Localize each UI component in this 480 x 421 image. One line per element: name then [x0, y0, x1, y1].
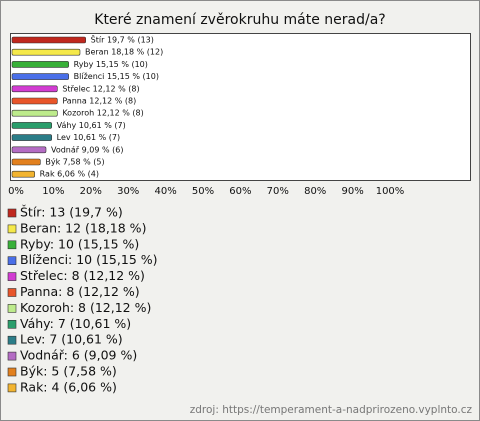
bar — [11, 170, 35, 178]
x-tick-label: 80% — [304, 186, 326, 197]
legend-swatch — [7, 272, 17, 281]
legend-swatch — [7, 240, 17, 250]
legend-swatch — [7, 335, 17, 345]
legend-label: Vodnář: 6 (9,09 %) — [20, 348, 137, 363]
legend-swatch — [7, 367, 17, 377]
legend-label: Blíženci: 10 (15,15 %) — [20, 252, 158, 267]
legend-label: Ryby: 10 (15,15 %) — [20, 236, 139, 251]
data-label: Blíženci 15,15 % (10) — [74, 72, 159, 81]
legend-swatch — [7, 288, 17, 297]
bar — [11, 109, 58, 117]
data-label: Štír 19,7 % (13) — [91, 34, 154, 45]
x-tick-label: 0% — [8, 186, 24, 197]
x-tick-label: 20% — [80, 186, 102, 197]
legend-swatch — [7, 256, 17, 266]
x-tick-label: 50% — [192, 186, 214, 197]
chart-title: Které znamení zvěrokruhu máte nerad/a? — [94, 12, 385, 28]
data-label: Vodnář 9,09 % (6) — [51, 145, 123, 154]
legend-swatch — [7, 304, 17, 313]
legend-label: Panna: 8 (12,12 %) — [20, 284, 140, 299]
bar — [11, 36, 86, 44]
bar — [11, 48, 81, 56]
legend-swatch — [7, 319, 17, 329]
data-label: Střelec 12,12 % (8) — [62, 84, 139, 93]
x-tick-label: 70% — [267, 186, 289, 197]
x-tick-label: 30% — [117, 186, 139, 197]
bar — [11, 61, 69, 68]
bar — [11, 158, 41, 166]
legend-label: Lev: 7 (10,61 %) — [20, 332, 123, 347]
legend-label: Beran: 12 (18,18 %) — [20, 220, 146, 235]
legend-label: Střelec: 8 (12,12 %) — [20, 268, 145, 283]
data-label: Ryby 15,15 % (10) — [74, 60, 148, 69]
legend-swatch — [7, 208, 17, 218]
legend-label: Rak: 4 (6,06 %) — [20, 379, 117, 394]
data-label: Rak 6,06 % (4) — [40, 170, 99, 179]
bar — [11, 146, 47, 154]
bar — [11, 134, 52, 141]
x-tick-label: 10% — [42, 186, 64, 197]
data-label: Panna 12,12 % (8) — [62, 97, 136, 106]
data-label: Váhy 10,61 % (7) — [57, 121, 126, 130]
legend-label: Býk: 5 (7,58 %) — [20, 364, 117, 379]
legend-label: Kozoroh: 8 (12,12 %) — [20, 300, 151, 315]
legend-swatch — [7, 383, 17, 393]
x-tick-label: 90% — [341, 186, 363, 197]
data-label: Býk 7,58 % (5) — [45, 158, 104, 167]
x-tick-label: 60% — [229, 186, 251, 197]
x-tick-label: 100% — [376, 186, 405, 197]
data-label: Kozoroh 12,12 % (8) — [62, 109, 143, 118]
x-tick-label: 40% — [154, 186, 176, 197]
bar — [11, 122, 52, 129]
source: zdroj: https://temperament-a-nadprirozen… — [190, 404, 473, 416]
data-label: Lev 10,61 % (7) — [57, 133, 120, 142]
bar — [11, 97, 58, 105]
data-label: Beran 18,18 % (12) — [85, 48, 163, 57]
plot-area — [10, 33, 471, 181]
bar — [11, 73, 69, 80]
legend-label: Štír: 13 (19,7 %) — [20, 205, 123, 220]
legend-swatch — [7, 351, 17, 361]
bar — [11, 85, 58, 93]
legend-swatch — [7, 224, 17, 234]
legend-label: Váhy: 7 (10,61 %) — [20, 316, 131, 331]
